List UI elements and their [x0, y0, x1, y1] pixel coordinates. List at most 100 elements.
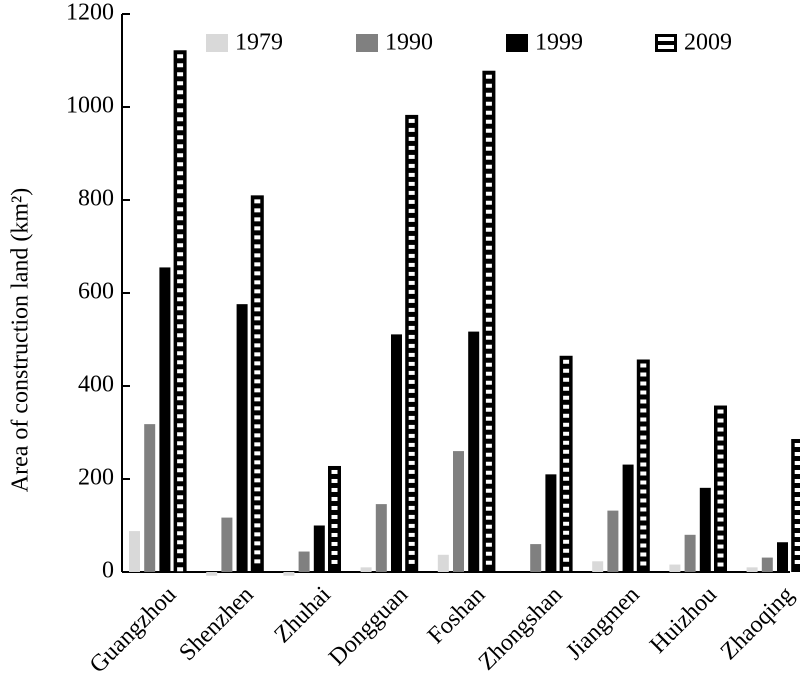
bar-foshan-2009-stripe: [485, 443, 492, 448]
bar-foshan-2009-stripe: [485, 479, 492, 484]
bar-guangzhou-2009-stripe: [177, 504, 184, 509]
bar-dongguan-2009-stripe: [408, 388, 415, 393]
bar-huizhou-1979: [669, 564, 681, 572]
bar-foshan-2009-stripe: [485, 263, 492, 268]
bar-dongguan-2009-stripe: [408, 289, 415, 294]
bar-huizhou-2009-stripe: [717, 535, 724, 540]
bar-zhaoqing-2009-stripe: [794, 443, 800, 448]
bar-guangzhou-2009-stripe: [177, 369, 184, 374]
bar-dongguan-2009-stripe: [408, 235, 415, 240]
bar-shenzhen-1990: [221, 517, 233, 572]
bar-shenzhen-2009-stripe: [254, 388, 261, 393]
bar-shenzhen-2009-stripe: [254, 307, 261, 312]
bar-zhongshan-2009-stripe: [563, 431, 570, 436]
legend-item-2009: 2009: [655, 30, 732, 56]
bar-jiangmen-2009-stripe: [640, 561, 647, 566]
bar-zhongshan-2009-stripe: [563, 521, 570, 526]
bar-foshan-2009-stripe: [485, 497, 492, 502]
bar-huizhou-2009-stripe: [717, 553, 724, 558]
bar-dongguan-2009-stripe: [408, 262, 415, 267]
bar-jiangmen-1999: [622, 464, 634, 572]
bar-dongguan-2009-stripe: [408, 559, 415, 564]
bar-guangzhou-2009-stripe: [177, 360, 184, 365]
bar-shenzhen-2009: [250, 195, 264, 572]
bar-zhongshan-2009-stripe: [563, 548, 570, 553]
bar-guangzhou-2009-stripe: [177, 234, 184, 239]
bar-dongguan-2009-stripe: [408, 163, 415, 168]
bar-shenzhen-2009-frame: [250, 195, 264, 572]
bar-foshan-2009-stripe: [485, 389, 492, 394]
bar-foshan-2009-stripe: [485, 110, 492, 115]
bar-guangzhou-2009-stripe: [177, 270, 184, 275]
bar-zhongshan-2009-stripe: [563, 359, 570, 364]
bar-shenzhen-2009-stripe: [254, 559, 261, 564]
bar-dongguan-2009-stripe: [408, 280, 415, 285]
bar-guangzhou-2009-stripe: [177, 189, 184, 194]
bar-jiangmen-2009-stripe: [640, 363, 647, 368]
bar-guangzhou-2009-stripe: [177, 54, 184, 59]
bar-shenzhen-2009-stripe: [254, 514, 261, 519]
x-tick-label: Zhongshan: [474, 582, 568, 676]
bar-dongguan-2009-stripe: [408, 478, 415, 483]
bar-zhongshan-2009-stripe: [563, 395, 570, 400]
bar-foshan-2009-stripe: [485, 173, 492, 178]
bar-dongguan-2009-stripe: [408, 397, 415, 402]
bar-guangzhou-2009-stripe: [177, 351, 184, 356]
x-tick-label-group: Dongguan: [324, 582, 413, 671]
bar-jiangmen-2009-stripe: [640, 462, 647, 467]
bar-zhongshan-2009: [559, 355, 573, 572]
legend-swatch-stripe: [658, 37, 674, 41]
bar-guangzhou-2009-stripe: [177, 432, 184, 437]
bar-zhongshan-1990: [530, 544, 542, 572]
bar-zhaoqing-2009-stripe: [794, 515, 800, 520]
bar-foshan-2009-stripe: [485, 452, 492, 457]
bar-jiangmen-2009-stripe: [640, 408, 647, 413]
bar-huizhou-2009-stripe: [717, 562, 724, 567]
bar-group-huizhou: [669, 405, 727, 572]
bar-foshan-2009-stripe: [485, 362, 492, 367]
bar-zhuhai-2009-stripe: [331, 505, 338, 510]
bar-shenzhen-2009-stripe: [254, 478, 261, 483]
bar-foshan-1979: [437, 554, 449, 572]
bar-guangzhou-2009-stripe: [177, 243, 184, 248]
bar-guangzhou-2009-stripe: [177, 135, 184, 140]
bar-dongguan-2009-stripe: [408, 172, 415, 177]
bar-guangzhou-2009: [173, 50, 187, 572]
bar-group-zhaoqing: [746, 439, 800, 572]
bar-dongguan-2009-stripe: [408, 127, 415, 132]
legend-swatch: [506, 34, 528, 52]
bar-dongguan-2009-stripe: [408, 226, 415, 231]
bar-guangzhou-2009-stripe: [177, 279, 184, 284]
bar-shenzhen-2009-stripe: [254, 415, 261, 420]
bar-shenzhen-2009-stripe: [254, 262, 261, 267]
y-tick-label: 0: [102, 558, 114, 584]
bar-shenzhen-2009-stripe: [254, 253, 261, 258]
bar-zhaoqing-2009-stripe: [794, 560, 800, 565]
bar-zhuhai-2009-stripe: [331, 523, 338, 528]
bar-dongguan-2009: [405, 114, 419, 572]
bar-zhuhai-2009-stripe: [331, 487, 338, 492]
y-tick-label: 400: [78, 372, 114, 398]
bar-dongguan-2009-stripe: [408, 514, 415, 519]
bar-dongguan-2009-stripe: [408, 271, 415, 276]
bar-foshan-2009-stripe: [485, 407, 492, 412]
bar-zhuhai-2009-stripe: [331, 514, 338, 519]
bar-guangzhou-1979: [129, 531, 140, 572]
bar-huizhou-2009-stripe: [717, 508, 724, 513]
bar-guangzhou-2009-stripe: [177, 405, 184, 410]
bar-foshan-1999: [468, 331, 480, 572]
bar-dongguan-2009-stripe: [408, 415, 415, 420]
bar-foshan-2009-stripe: [485, 164, 492, 169]
bar-zhuhai-2009-stripe: [331, 550, 338, 555]
bar-shenzhen-2009-stripe: [254, 496, 261, 501]
bar-foshan-2009-stripe: [485, 299, 492, 304]
x-tick-label: Dongguan: [324, 582, 413, 671]
bar-huizhou-2009-stripe: [717, 526, 724, 531]
bar-shenzhen-2009-stripe: [254, 442, 261, 447]
bar-foshan-2009-stripe: [485, 254, 492, 259]
bar-guangzhou-1999: [159, 267, 171, 572]
bar-zhaoqing-2009-stripe: [794, 479, 800, 484]
bar-dongguan-2009-stripe: [408, 424, 415, 429]
bar-foshan-2009-stripe: [485, 191, 492, 196]
bar-guangzhou-2009-stripe: [177, 396, 184, 401]
